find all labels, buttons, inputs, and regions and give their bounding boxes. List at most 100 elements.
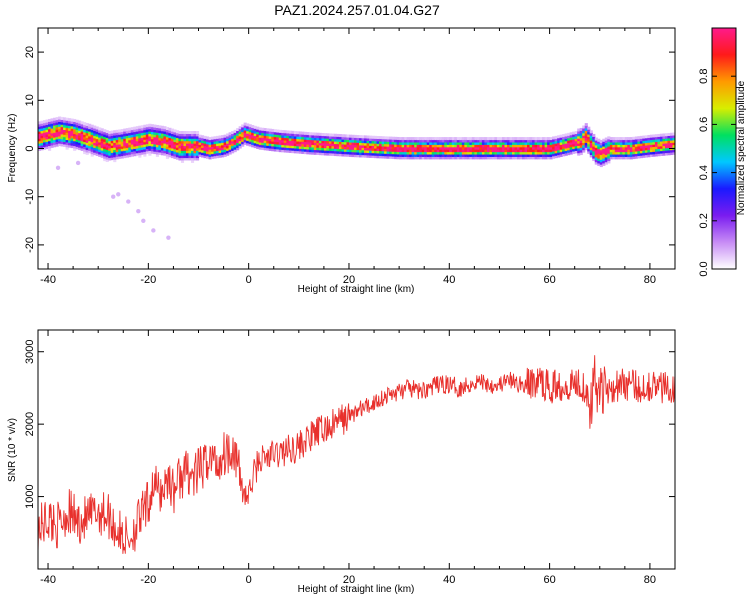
spectrogram-cell: [316, 132, 320, 136]
spectrogram-cell: [218, 152, 222, 156]
spectrogram-cell: [63, 141, 67, 145]
spectrogram-cell: [60, 124, 64, 128]
spectrogram-cell: [529, 141, 533, 145]
spectrogram-cell: [201, 147, 205, 151]
spectrogram-cell: [128, 144, 132, 148]
y-tick-label: 2000: [24, 412, 36, 436]
spectrogram-cell: [612, 156, 616, 160]
spectrogram-cell: [148, 135, 152, 139]
spectrogram-cell: [619, 137, 623, 141]
spectrogram-cell: [301, 134, 305, 138]
spectrogram-cell: [564, 140, 568, 144]
spectrogram-cell: [100, 130, 104, 134]
spectrogram-cell: [527, 149, 531, 153]
spectrogram-cell: [173, 148, 177, 152]
spectrogram-cell: [75, 146, 79, 150]
spectrogram-cell: [654, 139, 659, 143]
spectrogram-cell: [662, 152, 666, 156]
spectrogram-cell: [396, 151, 400, 155]
spectrogram-cell: [644, 135, 649, 139]
spectrogram-cell: [657, 133, 661, 137]
spectrogram-cell: [173, 146, 177, 150]
spectrogram-cell: [80, 131, 84, 135]
spectrogram-cell: [642, 145, 646, 149]
spectrogram-cell: [226, 143, 230, 147]
spectrogram-cell: [53, 129, 57, 133]
colorbar-tick-label: 0.0: [698, 261, 710, 276]
spectrogram-cell: [308, 137, 312, 141]
spectrogram-cell: [644, 144, 649, 148]
spectrogram-cell: [381, 145, 385, 149]
spectrogram-cell: [113, 147, 117, 151]
spectrogram-cell: [587, 129, 591, 133]
spectrogram-cell: [664, 142, 669, 146]
spectrogram-cell: [328, 135, 333, 139]
spectrogram-cell: [494, 156, 498, 160]
spectrogram-cell: [632, 153, 636, 157]
spectrogram-cell: [263, 144, 267, 148]
spectrogram-cell: [128, 142, 132, 146]
spectrogram-cell: [356, 139, 360, 143]
spectrogram-cell: [584, 132, 588, 136]
spectrogram-cell: [266, 145, 270, 149]
spectrogram-cell: [178, 147, 182, 151]
spectrogram-cell: [188, 152, 192, 156]
spectrogram-cell: [639, 152, 643, 156]
spectrogram-cell: [45, 124, 49, 128]
spectrogram-cell: [394, 156, 398, 160]
spectrogram-cell: [612, 151, 616, 155]
spectrogram-cell: [534, 153, 538, 157]
spectrogram-cell: [466, 153, 470, 157]
spectrogram-cell: [519, 146, 523, 150]
spectrogram-cell: [288, 147, 292, 151]
spectrogram-cell: [669, 135, 674, 139]
spectrogram-cell: [343, 146, 348, 150]
spectrogram-cell: [201, 152, 205, 156]
spectrogram-cell: [446, 153, 450, 157]
spectrogram-cell: [196, 135, 200, 139]
spectrogram-cell: [654, 148, 659, 152]
spectrogram-cell: [619, 151, 623, 155]
spectrogram-cell: [647, 147, 651, 151]
spectrogram-cell: [534, 137, 538, 141]
spectrogram-cell: [509, 146, 513, 150]
spectrogram-cell: [226, 135, 230, 139]
spectrogram-cell: [637, 143, 641, 147]
spectrogram-cell: [203, 150, 207, 154]
spectrogram-cell: [78, 125, 82, 129]
spectrogram-cell: [253, 140, 257, 144]
spectrogram-cell: [602, 150, 606, 154]
spectrogram-cell: [303, 143, 307, 147]
spectrogram-cell: [589, 152, 593, 156]
spectrogram-cell: [128, 127, 132, 131]
spectrogram-cell: [637, 140, 641, 144]
spectrogram-cell: [369, 147, 373, 151]
spectrogram-cell: [306, 151, 310, 155]
spectrogram-cell: [356, 144, 360, 148]
spectrogram-cell: [185, 135, 190, 139]
spectrogram-cell: [231, 147, 235, 151]
spectrogram-cell: [444, 144, 448, 148]
spectrogram-cell: [607, 150, 611, 154]
spectrogram-cell: [256, 126, 260, 130]
spectrogram-cell: [190, 159, 195, 163]
spectrogram-cell: [572, 138, 576, 142]
spectrogram-cell: [276, 129, 280, 133]
spectrogram-cell: [236, 137, 240, 141]
spectrogram-cell: [434, 144, 438, 148]
spectrogram-cell: [489, 156, 493, 160]
spectrogram-cell: [266, 142, 270, 146]
spectrogram-cell: [208, 144, 212, 148]
spectrogram-cell: [135, 126, 139, 130]
spectrogram-cell: [491, 153, 496, 157]
spectrogram-cell: [667, 152, 671, 156]
spectrogram-cell: [592, 136, 596, 140]
spectrogram-cell: [105, 137, 109, 141]
spectrogram-cell: [461, 144, 465, 148]
spectrogram-cell: [63, 126, 67, 130]
spectrogram-cell: [80, 128, 84, 132]
spectrogram-cell: [40, 135, 44, 139]
spectrogram-cell: [140, 139, 144, 143]
spectrogram-cell: [140, 149, 144, 153]
spectrogram-cell: [426, 156, 430, 160]
